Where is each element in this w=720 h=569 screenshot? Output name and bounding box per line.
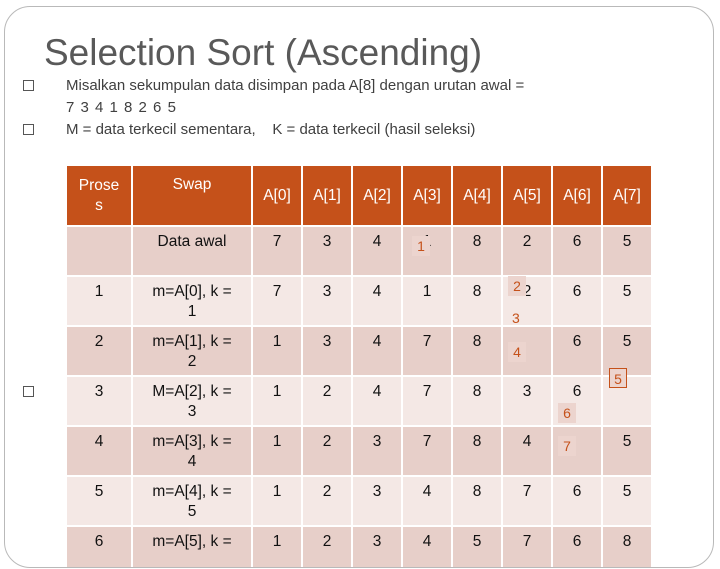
cell-value: 1: [253, 527, 301, 567]
cell-value: 7: [253, 227, 301, 275]
cell-value: 8: [453, 327, 501, 375]
cell-value: 6: [553, 477, 601, 525]
cell-value: 6: [553, 527, 601, 567]
cell-swap: m=A[4], k = 5: [133, 477, 251, 525]
cell-value: 4: [353, 377, 401, 425]
cell-value: 5: [603, 227, 651, 275]
selection-sort-table: Prose s Swap A[0] A[1] A[2] A[3] A[4] A[5…: [65, 164, 653, 569]
cell-swap: m=A[3], k = 4: [133, 427, 251, 475]
cell-value: 2: [303, 477, 351, 525]
cell-value: 3: [353, 427, 401, 475]
table-row: 3 M=A[2], k = 3 1 2 4 7 8 3 6: [67, 377, 651, 425]
cell-value: 4: [403, 527, 451, 567]
cell-value: 5: [603, 427, 651, 475]
cell-proses: 5: [67, 477, 131, 525]
overlay-label: 2: [508, 276, 526, 296]
cell-value: 1: [253, 427, 301, 475]
cell-value: 8: [453, 227, 501, 275]
cell-value: 8: [453, 477, 501, 525]
cell-value: 7: [403, 377, 451, 425]
cell-value: 2: [303, 377, 351, 425]
header-a4: A[4]: [453, 166, 501, 225]
bullet-1-text: Misalkan sekumpulan data disimpan pada A…: [66, 77, 525, 94]
cell-swap: Data awal: [133, 227, 251, 275]
cell-value: 2: [303, 527, 351, 567]
cell-value: 1: [253, 327, 301, 375]
cell-value: 4: [353, 327, 401, 375]
overlay-label: 4: [508, 342, 526, 362]
cell-value: 5: [603, 277, 651, 325]
cell-value: 4: [403, 477, 451, 525]
bullet-1-continuation: 7 3 4 1 8 2 6 5: [66, 99, 177, 116]
cell-proses: 2: [67, 327, 131, 375]
cell-value: 7: [253, 277, 301, 325]
cell-value: 8: [603, 527, 651, 567]
cell-proses: 4: [67, 427, 131, 475]
cell-value: 4: [353, 227, 401, 275]
table-row: 1 m=A[0], k = 1 7 3 4 1 8 2 6 5: [67, 277, 651, 325]
cell-value: 8: [453, 427, 501, 475]
cell-value: 7: [403, 327, 451, 375]
bullet-checkbox-icon: [23, 124, 34, 135]
bullet-checkbox-icon: [23, 80, 34, 91]
cell-value: 3: [353, 527, 401, 567]
overlay-label: 1: [412, 236, 430, 256]
cell-value: 3: [303, 227, 351, 275]
cell-value: 7: [503, 477, 551, 525]
header-a1: A[1]: [303, 166, 351, 225]
cell-swap: m=A[1], k = 2: [133, 327, 251, 375]
cell-value: 5: [603, 477, 651, 525]
cell-value: 5: [603, 327, 651, 375]
overlay-label: 6: [558, 403, 576, 423]
cell-value: 4: [353, 277, 401, 325]
cell-value: 4: [503, 427, 551, 475]
cell-proses: [67, 227, 131, 275]
cell-swap: M=A[2], k = 3: [133, 377, 251, 425]
header-a6: A[6]: [553, 166, 601, 225]
cell-value: 6: [553, 327, 601, 375]
table-header-row: Prose s Swap A[0] A[1] A[2] A[3] A[4] A[5…: [67, 166, 651, 225]
overlay-label: 7: [558, 436, 576, 456]
header-swap: Swap: [133, 166, 251, 225]
table-row: Data awal 7 3 4 1 8 2 6 5: [67, 227, 651, 275]
cell-value: 1: [403, 277, 451, 325]
table-row: 6 m=A[5], k = 1 2 3 4 5 7 6 8: [67, 527, 651, 567]
cell-value: 5: [453, 527, 501, 567]
cell-value: 6: [553, 227, 601, 275]
cell-value: 8: [453, 377, 501, 425]
header-a2: A[2]: [353, 166, 401, 225]
cell-proses: 3: [67, 377, 131, 425]
bullet-checkbox-icon: [23, 386, 34, 397]
cell-swap: m=A[0], k = 1: [133, 277, 251, 325]
header-proses: Prose s: [67, 166, 131, 225]
cell-value: 6: [553, 277, 601, 325]
cell-value: 3: [303, 327, 351, 375]
header-a5: A[5]: [503, 166, 551, 225]
cell-value: 2: [303, 427, 351, 475]
header-a7: A[7]: [603, 166, 651, 225]
cell-value: 1: [253, 377, 301, 425]
overlay-label: 3: [512, 310, 520, 326]
header-a0: A[0]: [253, 166, 301, 225]
cell-swap: m=A[5], k =: [133, 527, 251, 567]
cell-proses: 6: [67, 527, 131, 567]
cell-value: 2: [503, 227, 551, 275]
cell-value: 8: [453, 277, 501, 325]
overlay-label: 5: [609, 368, 627, 388]
cell-value: 7: [403, 427, 451, 475]
table-row: 4 m=A[3], k = 4 1 2 3 7 8 4 5: [67, 427, 651, 475]
cell-value: 3: [303, 277, 351, 325]
cell-value: 3: [503, 377, 551, 425]
cell-value: 3: [353, 477, 401, 525]
slide-title: Selection Sort (Ascending): [44, 32, 483, 73]
header-a3: A[3]: [403, 166, 451, 225]
bullet-2-text: M = data terkecil sementara, K = data te…: [66, 121, 476, 138]
table-row: 5 m=A[4], k = 5 1 2 3 4 8 7 6 5: [67, 477, 651, 525]
cell-proses: 1: [67, 277, 131, 325]
cell-value: 7: [503, 527, 551, 567]
cell-value: 1: [253, 477, 301, 525]
table-row: 2 m=A[1], k = 2 1 3 4 7 8 6 5: [67, 327, 651, 375]
